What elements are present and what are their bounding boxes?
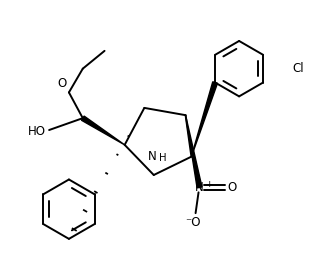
Text: O: O bbox=[58, 77, 67, 91]
Text: HO: HO bbox=[28, 125, 46, 138]
Polygon shape bbox=[186, 115, 202, 188]
Polygon shape bbox=[81, 116, 125, 145]
Text: H: H bbox=[159, 153, 166, 163]
Text: Cl: Cl bbox=[292, 62, 304, 75]
Text: +: + bbox=[205, 180, 212, 189]
Text: ⁻O: ⁻O bbox=[185, 216, 200, 229]
Text: N: N bbox=[195, 181, 204, 194]
Text: O: O bbox=[227, 181, 236, 194]
Text: N: N bbox=[147, 150, 156, 163]
Polygon shape bbox=[191, 82, 217, 157]
